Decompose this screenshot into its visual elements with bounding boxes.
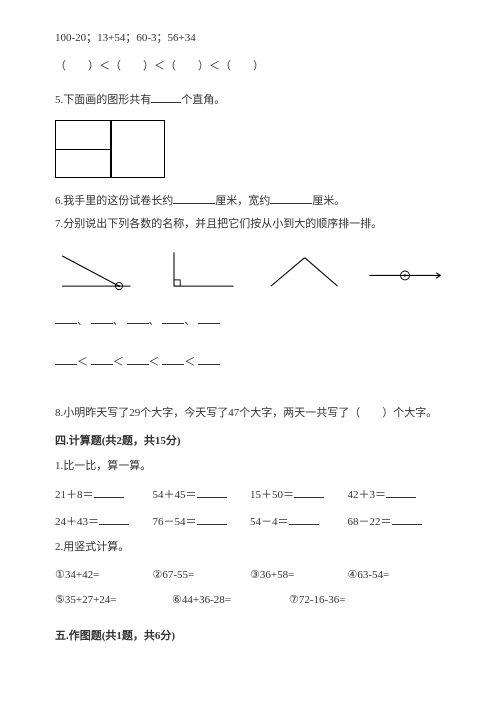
vert-cell: ④63-54= [348,567,446,585]
lt: ＜ [77,356,88,368]
lt: ＜ [149,356,160,368]
lt: ＜ [184,356,195,368]
name-blank [198,312,220,324]
s4-q2: 2.用竖式计算。 [55,539,445,557]
angle-right [158,246,238,296]
q6-suffix: 厘米。 [312,195,345,207]
question-6: 6.我手里的这份试卷长约 厘米，宽约 厘米。 [55,192,445,211]
eq-cell: 54＋45＝ [153,486,251,505]
question-7: 7.分别说出下列各数的名称，并且把它们按从小到大的顺序排一排。 [55,216,445,234]
name-blank [162,312,184,324]
vert-row-2: ⑤35+27+24= ⑥44+36-28= ⑦72-16-36= [55,592,445,618]
vert-cell: ②67-55= [153,567,251,585]
eq-blank [289,513,319,525]
eq-blank [99,513,129,525]
section-5-title: 五.作图题(共1题，共6分) [55,628,445,646]
eq: 54－4＝ [250,516,289,528]
eq-cell: 15＋50＝ [250,486,348,505]
name-blank [127,312,149,324]
eq-blank [386,486,416,498]
sep: 、 [77,315,88,327]
vert-cell: ⑥44+36-28= [172,592,289,610]
q6-blank-1 [173,192,215,204]
eq: 15＋50＝ [250,489,294,501]
sep: 、 [113,315,124,327]
header-expressions: 100-20；13+54；60-3；56+34 [55,30,445,48]
order-blank [55,353,77,365]
question-8: 8.小明昨天写了29个大字，今天写了47个大字，两天一共写了（ ）个大字。 [55,405,445,423]
eq-blank [197,513,227,525]
eq-cell: 68－22＝ [348,513,446,532]
rectangle-figure [55,120,165,178]
vert-row-1: ①34+42= ②67-55= ③36+58= ④63-54= [55,567,445,593]
question-5: 5.下面画的图形共有 个直角。 [55,91,445,110]
rect-vertical-line [110,121,112,177]
eq: 42＋3＝ [348,489,387,501]
eq-cell: 24＋43＝ [55,513,153,532]
eq-cell: 76－54＝ [153,513,251,532]
lt: ＜ [113,356,124,368]
compare-blanks: （ ）＜（ ）＜（ ）＜（ ） [55,58,445,76]
eq-blank [94,486,124,498]
angle-straight [365,246,445,296]
sep: 、 [149,315,160,327]
q6-prefix: 6.我手里的这份试卷长约 [55,195,173,207]
order-blanks-row: ＜ ＜ ＜ ＜ [55,353,445,372]
angle-acute [55,246,135,296]
eq: 54＋45＝ [153,489,197,501]
eq-cell: 42＋3＝ [348,486,446,505]
eq-blank [197,486,227,498]
eq-row-1: 21＋8＝ 54＋45＝ 15＋50＝ 42＋3＝ [55,486,445,513]
order-blank [162,353,184,365]
name-blank [91,312,113,324]
q5-suffix: 个直角。 [181,94,225,106]
q6-blank-2 [270,192,312,204]
eq-cell: 54－4＝ [250,513,348,532]
q5-prefix: 5.下面画的图形共有 [55,94,151,106]
order-blank [91,353,113,365]
name-blanks-row: 、 、 、 、 [55,312,445,331]
sep: 、 [184,315,195,327]
eq-blank [392,513,422,525]
vert-cell: ⑤35+27+24= [55,592,172,610]
order-blank [127,353,149,365]
name-blank [55,312,77,324]
s4-q1: 1.比一比，算一算。 [55,458,445,476]
rect-horizontal-line [56,149,110,151]
eq: 76－54＝ [153,516,197,528]
eq-row-2: 24＋43＝ 76－54＝ 54－4＝ 68－22＝ [55,513,445,540]
q5-blank [151,91,181,103]
order-blank [198,353,220,365]
vert-cell: ①34+42= [55,567,153,585]
eq-blank [294,486,324,498]
eq: 68－22＝ [348,516,392,528]
q6-mid: 厘米，宽约 [215,195,270,207]
section-4-title: 四.计算题(共2题，共15分) [55,433,445,451]
eq-cell: 21＋8＝ [55,486,153,505]
vert-cell: ⑦72-16-36= [289,592,406,610]
angle-obtuse [262,246,342,296]
angles-row [55,246,445,296]
eq: 24＋43＝ [55,516,99,528]
eq: 21＋8＝ [55,489,94,501]
vert-cell: ③36+58= [250,567,348,585]
